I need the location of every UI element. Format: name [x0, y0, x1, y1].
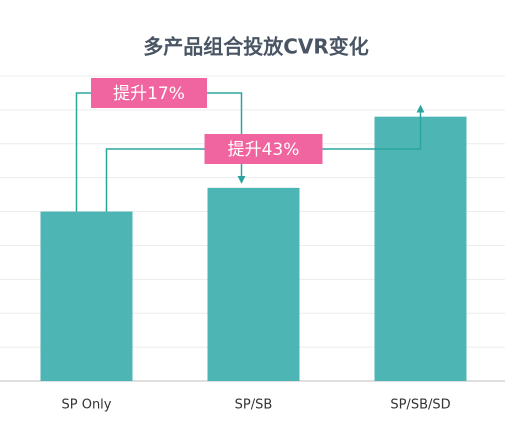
bar	[207, 187, 300, 381]
annotation-label: 提升43%	[228, 140, 300, 160]
x-tick-label: SP Only	[61, 398, 111, 413]
x-tick-label: SP/SB/SD	[390, 398, 450, 413]
annotation-box	[91, 78, 207, 108]
annotation-box	[204, 134, 323, 164]
annotation-label: 提升17%	[113, 84, 185, 104]
bar	[40, 211, 133, 381]
x-tick-label: SP/SB	[235, 398, 273, 413]
chart-title: 多产品组合投放CVR变化	[143, 35, 369, 59]
bar	[374, 116, 467, 382]
